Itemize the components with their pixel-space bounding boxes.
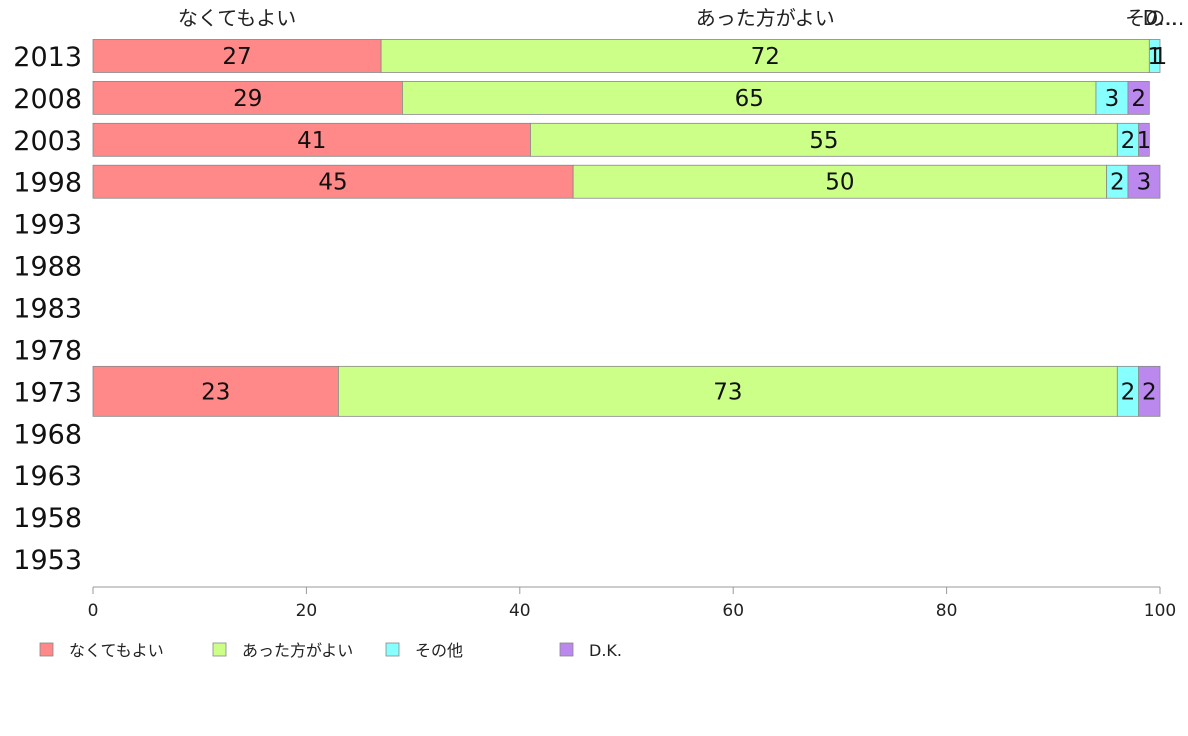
year-label-2008: 2008 [13,84,82,115]
legend-swatch-3 [559,642,574,657]
top-series-label-2: その... [1125,6,1184,30]
bar-label-1998-series-3: 3 [1137,170,1152,196]
legend-label-2: その他 [415,641,463,660]
bar-label-2013-series-3: 1 [1153,44,1168,70]
bar-label-1998-series-1: 50 [825,170,854,196]
x-tick-label-5: 100 [1144,601,1176,621]
legend-label-1: あった方がよい [242,641,353,660]
bar-2003-series-3 [1138,122,1150,157]
bar-label-2013-series-0: 27 [222,44,251,70]
legend-swatch-0 [39,642,54,657]
bar-label-1973-series-1: 73 [713,379,742,405]
bar-2013-series-0 [92,39,382,73]
bar-label-2003-series-1: 55 [809,128,838,154]
bar-2008-series-3 [1127,80,1150,115]
bar-label-2008-series-0: 29 [233,86,262,112]
top-series-label-0: なくてもよい [178,6,296,30]
x-tick-label-0: 0 [88,601,99,621]
bar-2003-series-0 [92,122,531,157]
x-tick-label-2: 40 [509,601,531,621]
legend-swatch-1 [212,642,227,657]
bar-2003-series-1 [530,122,1118,157]
bar-label-2013-series-2: 1 [1147,44,1162,70]
year-label-1983: 1983 [13,294,82,325]
year-label-1963: 1963 [13,461,82,492]
year-label-1993: 1993 [13,210,82,241]
bar-label-2008-series-3: 2 [1131,86,1146,112]
legend-label-0: なくてもよい [69,641,164,660]
year-label-2003: 2003 [13,126,82,157]
bar-label-2013-series-1: 72 [751,44,780,70]
bar-1973-series-0 [92,365,339,417]
year-label-1973: 1973 [13,377,82,408]
bar-label-1973-series-3: 2 [1142,379,1157,405]
year-label-1968: 1968 [13,419,82,450]
bar-label-1973-series-2: 2 [1121,379,1136,405]
bar-label-1998-series-2: 2 [1110,170,1125,196]
bar-label-2008-series-2: 3 [1105,86,1120,112]
bar-label-2003-series-2: 2 [1121,128,1136,154]
bar-1998-series-1 [572,164,1108,199]
bar-label-2003-series-3: 1 [1137,128,1152,154]
bar-1998-series-3 [1127,164,1161,199]
bar-1973-series-1 [338,365,1118,417]
x-tick-label-3: 60 [722,601,744,621]
bar-2008-series-1 [402,80,1097,115]
top-series-label-3: D... [1143,6,1177,30]
top-series-label-1: あった方がよい [696,6,835,30]
year-label-1958: 1958 [13,503,82,534]
year-label-1953: 1953 [13,545,82,576]
bar-2008-series-0 [92,80,403,115]
bar-2008-series-2 [1095,80,1129,115]
bar-label-1998-series-0: 45 [318,170,347,196]
x-tick-label-4: 80 [936,601,958,621]
bar-label-2003-series-0: 41 [297,128,326,154]
x-tick-label-1: 20 [296,601,318,621]
bar-2013-series-1 [380,39,1150,73]
year-label-1998: 1998 [13,168,82,199]
year-label-2013: 2013 [13,42,82,73]
year-label-1978: 1978 [13,335,82,366]
legend-label-3: D.K. [589,641,622,660]
bar-label-2008-series-1: 65 [735,86,764,112]
bar-2013-series-2 [1148,39,1161,73]
year-label-1988: 1988 [13,252,82,283]
legend-swatch-2 [385,642,400,657]
bar-label-1973-series-0: 23 [201,379,230,405]
bar-1973-series-3 [1138,365,1161,417]
